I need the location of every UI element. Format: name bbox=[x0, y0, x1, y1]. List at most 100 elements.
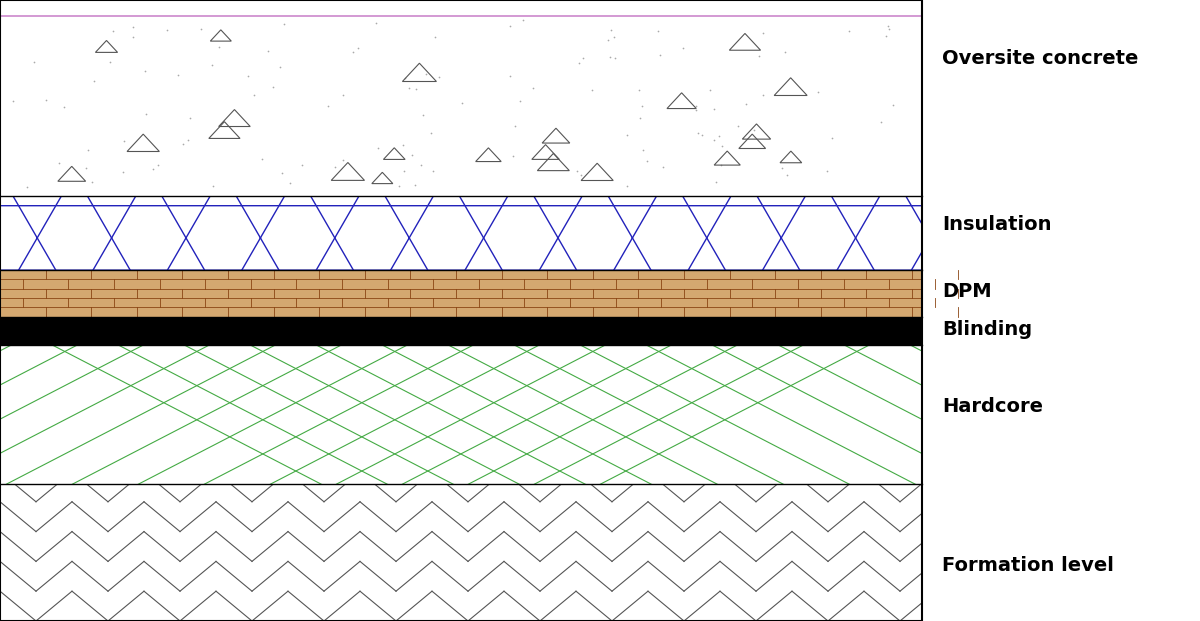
Point bbox=[406, 180, 425, 190]
Point bbox=[634, 145, 653, 155]
Point bbox=[192, 24, 211, 34]
Point bbox=[410, 160, 430, 170]
Point bbox=[570, 58, 589, 68]
Point bbox=[76, 163, 95, 173]
Point bbox=[728, 121, 748, 131]
Point bbox=[704, 104, 724, 114]
Point bbox=[203, 60, 222, 70]
Point bbox=[754, 89, 773, 99]
Point bbox=[179, 135, 198, 145]
Point bbox=[390, 181, 409, 191]
Point bbox=[325, 162, 344, 172]
Point bbox=[149, 160, 168, 170]
Point bbox=[349, 43, 368, 53]
Point bbox=[778, 170, 797, 180]
Point bbox=[54, 102, 73, 112]
Point bbox=[503, 151, 522, 161]
Point bbox=[394, 166, 413, 176]
Point bbox=[124, 32, 143, 42]
Point bbox=[114, 137, 133, 147]
Point bbox=[425, 32, 444, 42]
Point bbox=[601, 25, 620, 35]
Point bbox=[523, 83, 542, 93]
Point bbox=[707, 177, 726, 187]
Point bbox=[430, 72, 449, 82]
Point bbox=[4, 96, 23, 106]
Point bbox=[648, 27, 667, 37]
Point bbox=[571, 170, 590, 180]
Point bbox=[692, 130, 712, 140]
Point bbox=[143, 163, 162, 173]
Point bbox=[599, 35, 618, 45]
Text: DPM: DPM bbox=[942, 283, 991, 301]
Bar bbox=[0, 484, 922, 621]
Point bbox=[638, 156, 658, 166]
Point bbox=[180, 113, 199, 123]
Point bbox=[113, 167, 132, 177]
Point bbox=[293, 160, 312, 170]
Point bbox=[601, 52, 620, 61]
Point bbox=[701, 84, 720, 94]
Point bbox=[169, 70, 188, 79]
Point bbox=[712, 160, 731, 170]
Point bbox=[452, 98, 472, 108]
Bar bbox=[0, 0, 922, 196]
Text: Blinding: Blinding bbox=[942, 320, 1032, 338]
Point bbox=[650, 50, 670, 60]
Bar bbox=[0, 345, 922, 484]
Bar bbox=[0, 0, 922, 621]
Point bbox=[252, 154, 271, 164]
Point bbox=[343, 47, 362, 57]
Point bbox=[823, 133, 842, 143]
Point bbox=[737, 99, 756, 109]
Point bbox=[674, 43, 694, 53]
Point bbox=[78, 145, 97, 155]
Point bbox=[124, 22, 143, 32]
Point bbox=[17, 182, 36, 192]
Point bbox=[839, 27, 858, 37]
Text: Insulation: Insulation bbox=[942, 215, 1051, 234]
Point bbox=[876, 32, 895, 42]
Point bbox=[631, 114, 650, 124]
Point bbox=[689, 128, 708, 138]
Point bbox=[871, 117, 890, 127]
Point bbox=[281, 178, 300, 188]
Point bbox=[817, 166, 836, 176]
Point bbox=[686, 101, 706, 111]
Point bbox=[878, 21, 898, 31]
Point bbox=[500, 71, 520, 81]
Point bbox=[406, 84, 425, 94]
Point bbox=[101, 57, 120, 66]
Point bbox=[654, 162, 673, 172]
Point bbox=[773, 163, 792, 173]
Point bbox=[174, 139, 193, 149]
Point bbox=[394, 140, 413, 150]
Point bbox=[500, 20, 520, 30]
Bar bbox=[0, 345, 922, 484]
Point bbox=[568, 166, 587, 176]
Point bbox=[424, 166, 443, 176]
Point bbox=[239, 71, 258, 81]
Point bbox=[510, 96, 529, 106]
Point bbox=[709, 132, 728, 142]
Point bbox=[745, 125, 764, 135]
Point bbox=[103, 26, 122, 36]
Point bbox=[809, 87, 828, 97]
Point bbox=[203, 181, 222, 191]
Point bbox=[366, 19, 385, 29]
Point bbox=[137, 109, 156, 119]
Bar bbox=[0, 317, 922, 345]
Point bbox=[605, 32, 624, 42]
Point bbox=[49, 158, 68, 168]
Bar bbox=[0, 270, 922, 317]
Point bbox=[82, 178, 101, 188]
Point bbox=[618, 181, 637, 191]
Point bbox=[574, 53, 593, 63]
Point bbox=[617, 130, 636, 140]
Point bbox=[704, 135, 724, 145]
Point bbox=[880, 24, 899, 34]
Text: Oversite concrete: Oversite concrete bbox=[942, 50, 1139, 68]
Text: Formation level: Formation level bbox=[942, 556, 1114, 574]
Point bbox=[402, 150, 421, 160]
Point bbox=[334, 155, 353, 165]
